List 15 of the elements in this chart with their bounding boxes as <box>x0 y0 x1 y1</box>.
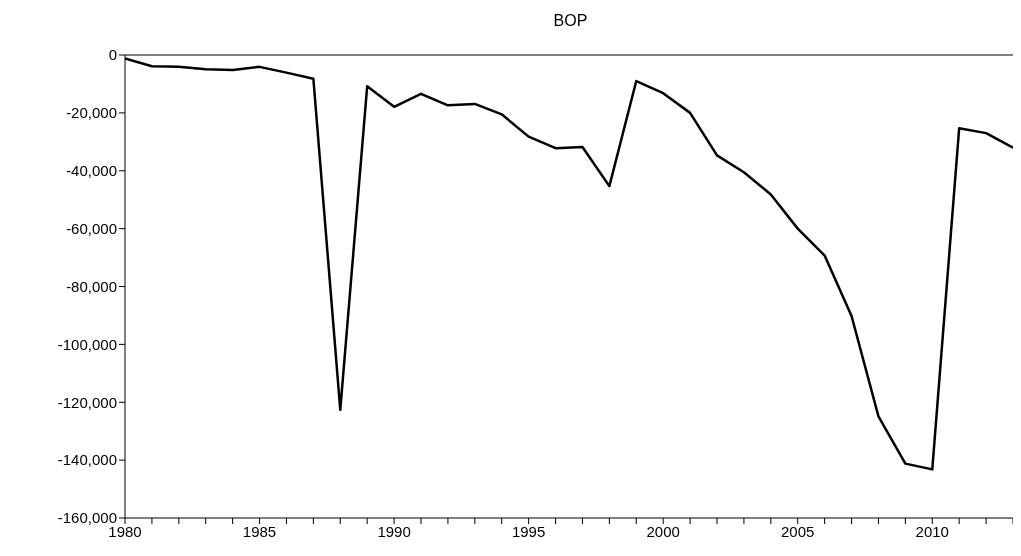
x-tick-label: 1985 <box>242 522 277 540</box>
x-tick-label: 2005 <box>781 522 815 540</box>
chart-title: BOP <box>552 12 589 30</box>
y-tick-label: -40,000 <box>66 162 117 180</box>
x-tick-label: 2010 <box>915 522 949 540</box>
y-tick-label: -140,000 <box>57 451 117 469</box>
y-tick-label: -100,000 <box>57 335 117 353</box>
y-tick-label: -60,000 <box>66 219 117 237</box>
y-tick-label: -120,000 <box>57 393 117 411</box>
x-tick-label: 1995 <box>511 522 546 540</box>
y-tick-label: -20,000 <box>66 104 117 122</box>
x-tick-label: 2000 <box>646 522 680 540</box>
x-tick-label: 1990 <box>377 522 411 540</box>
y-tick-label: -80,000 <box>66 277 117 295</box>
y-tick-label: 0 <box>108 46 117 64</box>
